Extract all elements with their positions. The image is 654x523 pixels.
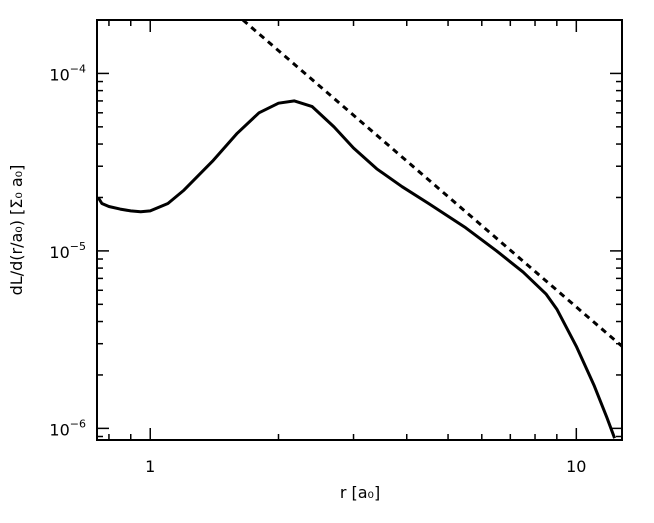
y-tick-label: 10−5 bbox=[49, 240, 86, 262]
x-tick-label: 10 bbox=[566, 457, 586, 476]
y-tick-label: 10−6 bbox=[49, 417, 86, 439]
solid-series-line bbox=[97, 99, 617, 439]
axis-ticks bbox=[97, 19, 622, 440]
x-tick-label: 1 bbox=[145, 457, 155, 476]
y-tick-label: 10−4 bbox=[49, 62, 86, 84]
tick-labels: 1 10 10−6 10−5 10−4 bbox=[49, 62, 586, 476]
y-axis-title: dL/d(r/a₀) [Σ₀ a₀] bbox=[7, 165, 26, 296]
x-axis-title: r [a₀] bbox=[340, 483, 380, 502]
plot-lines bbox=[97, 20, 622, 439]
dashed-series-line bbox=[241, 20, 622, 348]
plot-frame bbox=[96, 19, 623, 441]
